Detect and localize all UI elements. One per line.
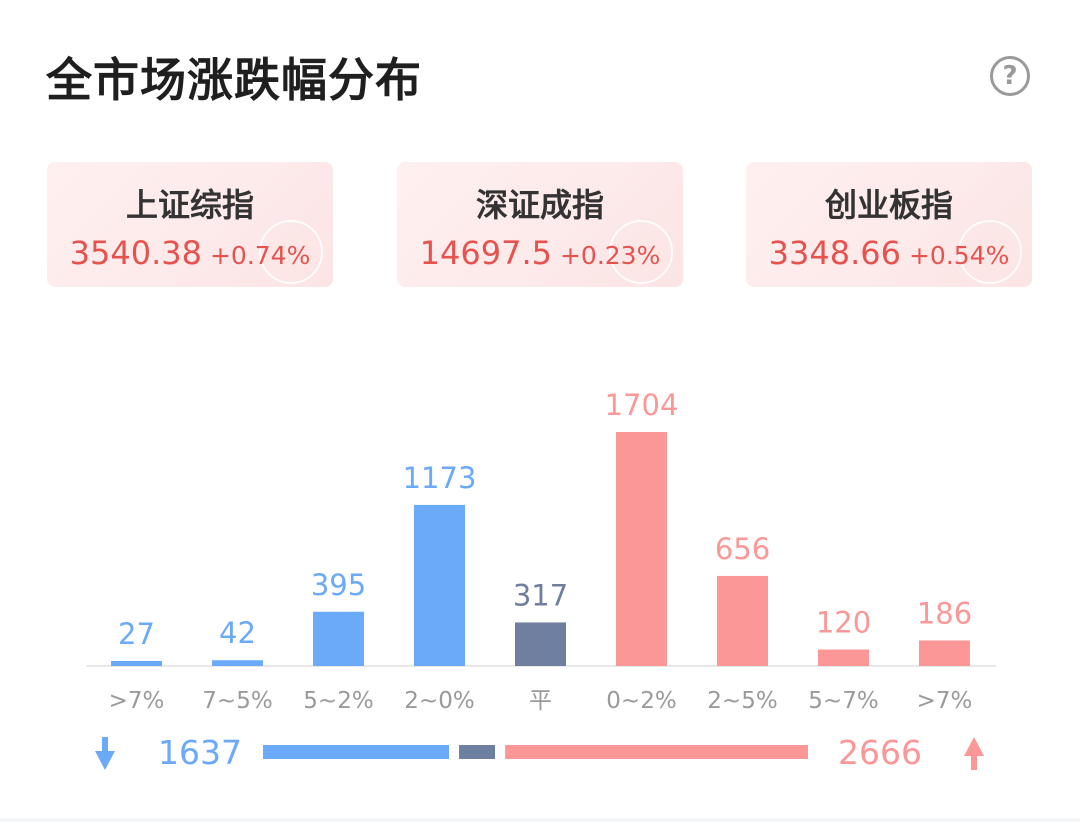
bar-value-label: 395 (311, 568, 366, 602)
bar-value-label: 42 (219, 616, 256, 650)
flat-ratio-bar (459, 745, 496, 759)
bar-flat-4[interactable] (515, 622, 566, 666)
bar-value-label: 186 (917, 596, 972, 630)
bar-value-label: 1173 (403, 461, 477, 495)
index-name: 上证综指 (125, 186, 254, 224)
up-ratio-bar (505, 745, 808, 759)
index-card-shenzhen[interactable]: 深证成指 14697.5 +0.23% (397, 162, 683, 287)
category-label: 2~0% (404, 688, 474, 714)
bar-up-7[interactable] (818, 649, 869, 666)
page-title: 全市场涨跌幅分布 (46, 53, 422, 107)
help-icon[interactable]: ? (990, 56, 1030, 96)
bar-value-label: 120 (816, 606, 871, 640)
down-count: 1637 (158, 733, 242, 772)
index-value: 3348.66 (768, 234, 901, 272)
up-count: 2666 (838, 733, 922, 772)
bar-down-3[interactable] (414, 504, 465, 666)
category-label: 5~7% (808, 688, 878, 714)
bar-down-0[interactable] (111, 661, 162, 666)
bar-down-2[interactable] (313, 611, 364, 666)
index-value: 3540.38 (69, 234, 202, 272)
category-label: 平 (529, 688, 552, 714)
card-decoration (958, 220, 1022, 284)
bar-up-8[interactable] (919, 640, 970, 666)
index-change: +0.23% (559, 241, 661, 270)
bar-value-label: 317 (513, 578, 568, 612)
index-name: 创业板指 (824, 186, 953, 224)
index-change: +0.74% (209, 241, 311, 270)
category-label: 7~5% (202, 688, 272, 714)
index-name: 深证成指 (475, 186, 604, 224)
index-change: +0.54% (908, 241, 1010, 270)
category-label: >7% (917, 688, 973, 714)
up-arrow-icon (964, 737, 984, 770)
bar-value-label: 656 (715, 532, 770, 566)
index-card-shanghai[interactable]: 上证综指 3540.38 +0.74% (47, 162, 333, 287)
bar-down-1[interactable] (212, 660, 263, 666)
category-label: 0~2% (606, 688, 676, 714)
category-label: >7% (109, 688, 165, 714)
bar-up-5[interactable] (616, 432, 667, 666)
index-card-chinext[interactable]: 创业板指 3348.66 +0.54% (746, 162, 1032, 287)
down-ratio-bar (263, 745, 450, 759)
card-decoration (259, 220, 323, 284)
index-value: 14697.5 (419, 234, 552, 272)
bottom-divider (0, 818, 1080, 822)
category-label: 5~2% (303, 688, 373, 714)
down-arrow-icon (95, 737, 115, 770)
bar-value-label: 27 (118, 617, 155, 651)
card-decoration (609, 220, 673, 284)
bar-up-6[interactable] (717, 575, 768, 666)
bar-value-label: 1704 (605, 388, 679, 422)
category-label: 2~5% (707, 688, 777, 714)
